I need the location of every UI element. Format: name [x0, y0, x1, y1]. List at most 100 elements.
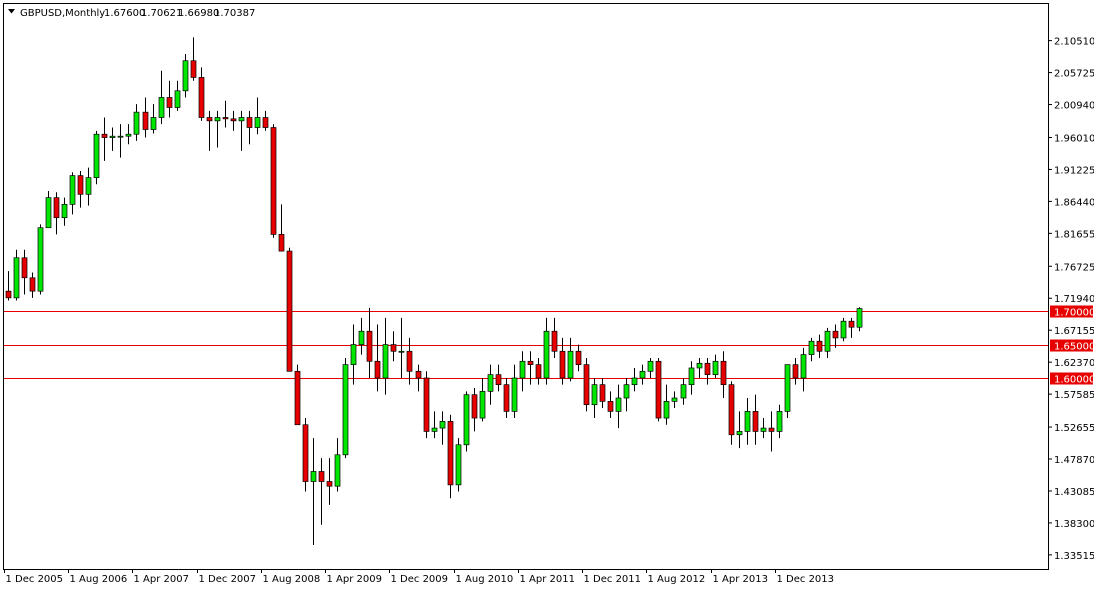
candle [559, 337, 566, 385]
candle [166, 80, 173, 118]
candle-body [511, 377, 518, 412]
y-tick-label: 1.76725 [1054, 262, 1094, 273]
candle-body [800, 354, 807, 379]
x-tick-label: 1 Dec 2009 [391, 574, 449, 585]
candle-body [117, 135, 124, 138]
y-tick-label: 1.38300 [1054, 519, 1094, 530]
candle [439, 411, 446, 445]
candle-body [495, 374, 502, 386]
candle-body [238, 117, 245, 122]
candle-body [744, 411, 751, 432]
candle-body [150, 117, 157, 130]
y-tick-label: 2.10510 [1054, 37, 1094, 48]
candle [768, 411, 775, 452]
candle-body [206, 117, 213, 122]
candle [61, 197, 68, 226]
candle-body [832, 330, 839, 339]
candle-body [190, 60, 197, 78]
y-axis: 2.10510 2.05725 2.00940 1.96010 1.91225 1.864… [1048, 37, 1094, 562]
candle [246, 110, 253, 145]
candle-body [631, 377, 638, 386]
candle [423, 371, 430, 439]
level-label: 1.65000 [1054, 342, 1094, 353]
y-tick-label: 1.67155 [1054, 326, 1094, 337]
candle [463, 391, 470, 452]
candle [133, 104, 140, 141]
candle [125, 124, 132, 145]
candle [262, 110, 269, 131]
candle [840, 317, 847, 342]
candle [487, 364, 494, 405]
candle [615, 384, 622, 429]
candle-body [663, 401, 670, 419]
candle-body [133, 111, 140, 135]
candle [599, 377, 606, 409]
candle-body [792, 364, 799, 379]
candle-body [447, 421, 454, 486]
level-label-bg [1050, 305, 1093, 318]
candle [326, 458, 333, 505]
candle [406, 337, 413, 385]
candle-body [101, 133, 108, 138]
y-tick-label: 1.52655 [1054, 423, 1094, 434]
candle-body [374, 360, 381, 379]
candle [567, 337, 574, 382]
candle [230, 110, 237, 131]
candle [238, 110, 245, 151]
candle [398, 317, 405, 378]
candle [117, 124, 124, 158]
x-axis: 1 Dec 2005 1 Aug 2006 1 Apr 2007 1 Dec 2007… [4, 569, 834, 585]
level-label: 1.70000 [1054, 308, 1094, 319]
candle [366, 307, 373, 378]
y-tick-label: 1.62370 [1054, 358, 1094, 369]
candle-body [736, 431, 743, 436]
candle [856, 307, 863, 332]
candle-body [13, 257, 20, 299]
candle [310, 438, 317, 545]
candle-body [583, 364, 590, 406]
candle-body [45, 197, 52, 229]
candle-body [784, 364, 791, 412]
candle-body [519, 360, 526, 379]
y-tick-label: 1.57585 [1054, 390, 1094, 401]
candle [198, 67, 205, 121]
x-tick-label: 1 Aug 2010 [456, 574, 514, 585]
candle [647, 357, 654, 378]
candle [455, 438, 462, 492]
candle [511, 364, 518, 419]
candle [816, 334, 823, 358]
candle-body [286, 250, 293, 372]
candle [190, 37, 197, 81]
candle-body [599, 384, 606, 402]
candle-body [53, 197, 60, 219]
candle-body [808, 340, 815, 355]
level-label-bg [1050, 372, 1093, 385]
x-tick-label: 1 Dec 2007 [199, 574, 257, 585]
candle [752, 394, 759, 445]
candle [431, 411, 438, 439]
candle [744, 398, 751, 445]
candle-body [824, 330, 831, 352]
candle-body [93, 133, 100, 178]
candle [824, 327, 831, 358]
candle [671, 391, 678, 409]
candle [302, 418, 309, 492]
candle [519, 351, 526, 392]
candle-body [5, 290, 12, 299]
candle-body [840, 320, 847, 339]
candle [286, 247, 293, 372]
candle [382, 317, 389, 395]
candle [575, 344, 582, 372]
candle-body [503, 384, 510, 412]
candle-body [415, 370, 422, 379]
candle [800, 347, 807, 392]
candle-body [607, 401, 614, 412]
dropdown-triangle-icon[interactable] [8, 9, 15, 14]
x-tick-label: 1 Dec 2005 [6, 574, 64, 585]
candle [479, 377, 486, 422]
candle [53, 192, 60, 235]
candle [607, 391, 614, 419]
candle [832, 324, 839, 348]
candle-body [615, 397, 622, 412]
x-tick-label: 1 Apr 2009 [327, 574, 382, 585]
